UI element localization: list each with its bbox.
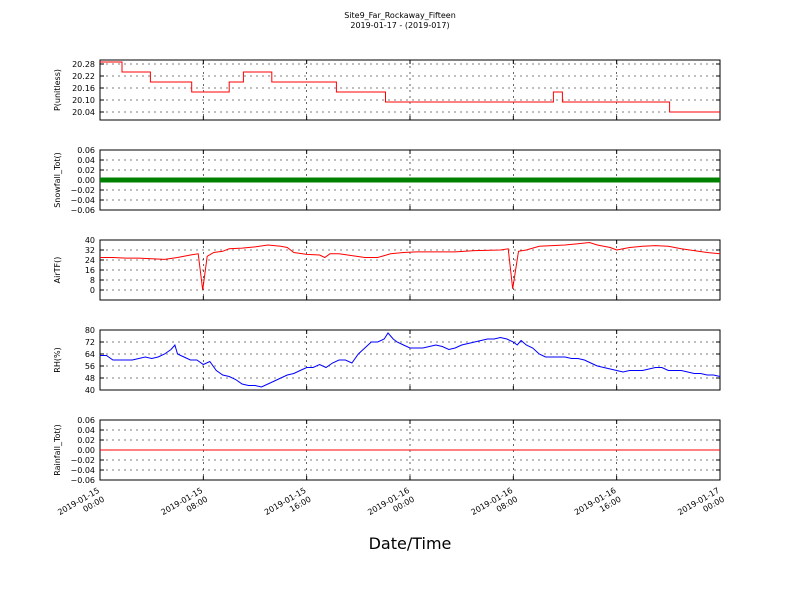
y-tick-label: 20.10 xyxy=(72,96,95,105)
y-tick-label: 0.06 xyxy=(77,416,95,425)
x-axis-label: Date/Time xyxy=(368,534,452,553)
y-axis-label: P(unitless) xyxy=(53,69,62,111)
y-tick-label: 0.00 xyxy=(77,176,95,185)
y-tick-label: 24 xyxy=(85,256,95,265)
x-tick-label: 2019-01-1516:00 xyxy=(263,486,313,526)
y-tick-label: −0.02 xyxy=(70,186,95,195)
y-tick-label: 0.06 xyxy=(77,146,95,155)
y-tick-label: 0.02 xyxy=(77,166,95,175)
y-tick-label: −0.04 xyxy=(70,466,95,475)
x-tick-label: 2019-01-1700:00 xyxy=(676,486,726,526)
y-axis-label: Snowfall_Tot() xyxy=(53,152,62,208)
chart-subtitle: 2019-01-17 - (2019-017) xyxy=(350,21,450,30)
y-tick-label: −0.06 xyxy=(70,206,95,215)
y-tick-label: 40 xyxy=(85,236,95,245)
x-tick-label: 2019-01-1508:00 xyxy=(160,486,210,526)
series-line xyxy=(100,241,721,291)
x-tick-label: 2019-01-1500:00 xyxy=(56,486,106,526)
y-tick-label: 20.04 xyxy=(72,108,95,117)
y-tick-label: 0.04 xyxy=(77,156,95,165)
y-tick-label: 20.16 xyxy=(72,84,95,93)
y-tick-label: 8 xyxy=(90,276,95,285)
y-tick-label: 0.00 xyxy=(77,446,95,455)
y-tick-label: 0 xyxy=(90,286,95,295)
y-tick-label: 20.28 xyxy=(72,60,95,69)
series-line xyxy=(100,61,720,113)
y-tick-label: 32 xyxy=(85,246,95,255)
y-tick-label: −0.06 xyxy=(70,476,95,485)
x-tick-label: 2019-01-1608:00 xyxy=(470,486,520,526)
y-tick-label: 0.02 xyxy=(77,436,95,445)
y-tick-label: 20.22 xyxy=(72,72,95,81)
series-line xyxy=(100,332,721,388)
y-tick-label: 40 xyxy=(85,386,95,395)
y-tick-label: 56 xyxy=(85,362,95,371)
y-axis-label: Rainfall_Tot() xyxy=(53,424,62,476)
y-axis-label: AirTF() xyxy=(53,257,62,284)
y-tick-label: 72 xyxy=(85,338,95,347)
x-tick-label: 2019-01-1616:00 xyxy=(573,486,623,526)
y-tick-label: 80 xyxy=(85,326,95,335)
y-tick-label: 48 xyxy=(85,374,95,383)
y-tick-label: 0.04 xyxy=(77,426,95,435)
y-axis-label: RH(%) xyxy=(53,347,62,372)
y-tick-label: −0.04 xyxy=(70,196,95,205)
y-tick-label: 16 xyxy=(85,266,95,275)
y-tick-label: −0.02 xyxy=(70,456,95,465)
y-tick-label: 64 xyxy=(85,350,95,359)
x-tick-label: 2019-01-1600:00 xyxy=(366,486,416,526)
chart-title: Site9_Far_Rockaway_Fifteen xyxy=(344,11,456,20)
